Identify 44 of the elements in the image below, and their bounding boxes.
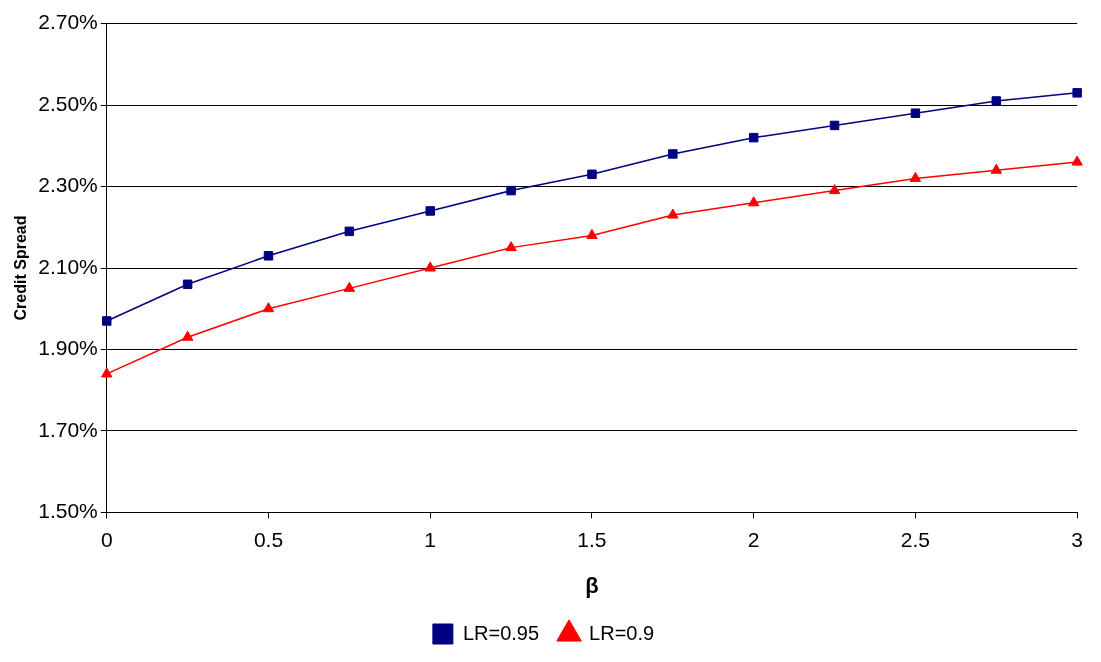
point — [506, 185, 516, 196]
y-tick-label: 1.90% — [38, 336, 98, 360]
point — [344, 226, 355, 237]
point — [102, 316, 112, 326]
point — [748, 132, 759, 143]
y-tick-label: 1.50% — [38, 499, 98, 523]
y-tick-label: 1.70% — [38, 417, 98, 441]
x-tick-label: 1 — [424, 527, 437, 551]
x-axis-title: β — [585, 572, 599, 598]
point — [424, 261, 436, 272]
x-tick-label: 0.5 — [253, 527, 284, 551]
point — [991, 96, 1002, 106]
point — [828, 184, 841, 195]
legend-label: LR=0.95 — [462, 621, 540, 644]
point — [101, 367, 113, 378]
y-tick-label: 2.10% — [38, 254, 98, 278]
point — [586, 228, 598, 239]
x-tick-label: 0 — [100, 527, 113, 551]
point — [910, 108, 921, 118]
x-tick-label: 2 — [747, 527, 760, 551]
point — [263, 251, 274, 261]
point — [668, 149, 678, 159]
point — [343, 281, 356, 292]
x-tick-label: 2.5 — [900, 527, 931, 551]
point — [1071, 155, 1083, 166]
point — [747, 196, 760, 207]
point — [425, 206, 435, 216]
point — [587, 169, 597, 180]
y-tick-label: 2.50% — [38, 91, 98, 115]
y-axis-title: Credit Spread — [12, 215, 30, 321]
legend-label: LR=0.9 — [589, 621, 655, 644]
point — [829, 120, 840, 131]
point — [262, 302, 275, 313]
y-tick-label: 2.70% — [38, 10, 98, 34]
point — [667, 208, 679, 219]
y-tick-label: 2.30% — [38, 173, 98, 197]
x-tick-label: 1.5 — [577, 527, 607, 551]
point — [182, 279, 193, 290]
point — [909, 171, 922, 182]
point — [1072, 88, 1082, 98]
point — [505, 241, 517, 252]
point — [181, 330, 194, 341]
x-tick-label: 3 — [1071, 527, 1083, 551]
point — [990, 163, 1002, 174]
